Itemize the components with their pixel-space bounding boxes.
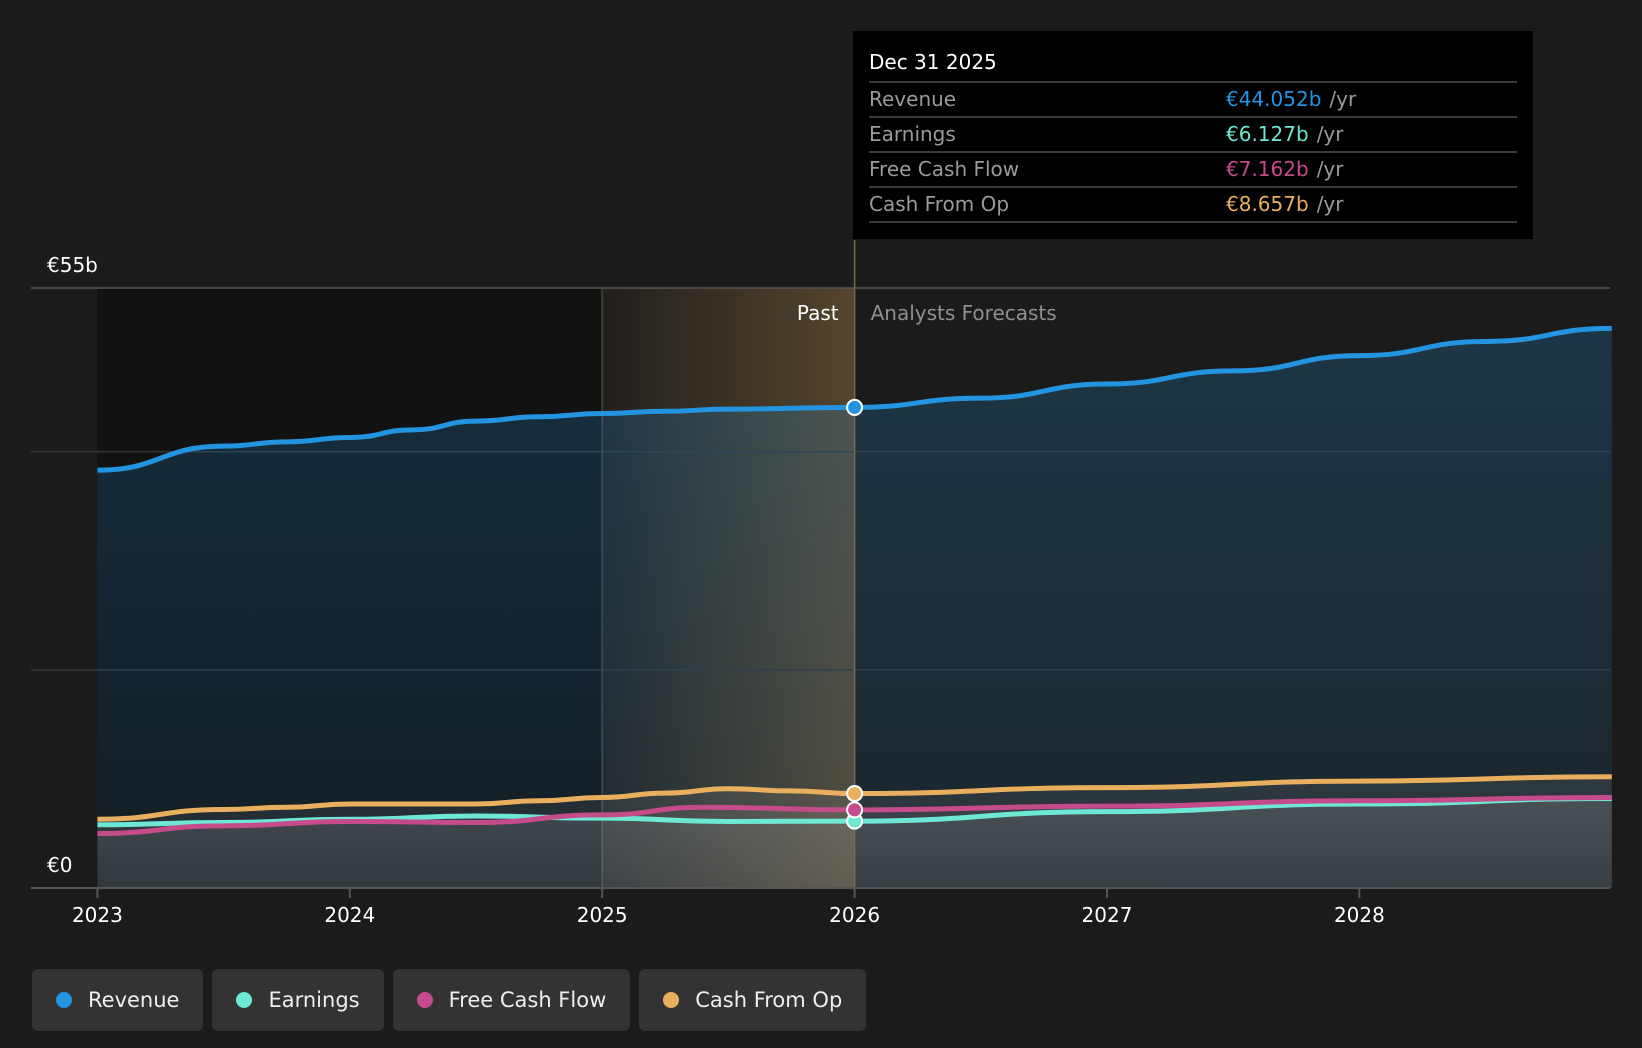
tooltip-row-free-cash-flow: Free Cash Flow €7.162b/yr (869, 153, 1517, 188)
legend-item-free-cash-flow[interactable]: Free Cash Flow (392, 969, 631, 1031)
tooltip-row-earnings: Earnings €6.127b/yr (869, 118, 1517, 153)
legend-label: Revenue (88, 988, 180, 1012)
legend-item-cash-from-op[interactable]: Cash From Op (639, 969, 867, 1031)
tooltip-unit: /yr (1329, 87, 1357, 111)
tooltip-row-revenue: Revenue €44.052b/yr (869, 83, 1517, 118)
legend-dot-icon (416, 992, 433, 1008)
legend-dot-icon (663, 992, 680, 1008)
legend-item-revenue[interactable]: Revenue (32, 969, 204, 1031)
tooltip: Dec 31 2025 Revenue €44.052b/yr Earnings… (853, 31, 1533, 239)
x-tick-label: 2028 (1334, 903, 1385, 927)
legend-label: Free Cash Flow (448, 988, 607, 1012)
marker-free-cash-flow (846, 801, 864, 819)
line-free-cash-flow (97, 794, 1612, 836)
tooltip-unit: /yr (1316, 122, 1344, 146)
x-tick-label: 2023 (72, 903, 123, 927)
tooltip-unit: /yr (1316, 192, 1344, 216)
y-tick-label: €0 (47, 853, 72, 877)
forecast-label: Analysts Forecasts (871, 301, 1057, 325)
line-cash-from-op (97, 774, 1612, 822)
tooltip-row-cash-from-op: Cash From Op €8.657b/yr (869, 188, 1517, 223)
legend-dot-icon (56, 992, 72, 1008)
marker-cash-from-op (846, 785, 864, 803)
tooltip-date: Dec 31 2025 (869, 49, 1517, 83)
tooltip-label: Revenue (869, 87, 957, 111)
tooltip-label: Cash From Op (869, 192, 1010, 216)
x-tick-label: 2026 (829, 903, 880, 927)
x-tick-label: 2025 (577, 903, 628, 927)
x-tick-label: 2024 (324, 903, 375, 927)
tooltip-value: €7.162b (1226, 157, 1309, 181)
tooltip-label: Free Cash Flow (869, 157, 1020, 181)
legend-dot-icon (236, 992, 253, 1008)
marker-revenue (846, 398, 864, 416)
past-label: Past (797, 301, 839, 325)
tooltip-value: €8.657b (1226, 192, 1309, 216)
legend-label: Earnings (268, 988, 360, 1012)
tooltip-unit: /yr (1316, 157, 1344, 181)
x-tick-label: 2027 (1082, 903, 1133, 927)
legend-item-earnings[interactable]: Earnings (212, 969, 384, 1031)
legend-label: Cash From Op (695, 988, 843, 1012)
tooltip-value: €6.127b (1226, 122, 1309, 146)
tooltip-label: Earnings (869, 122, 956, 146)
tooltip-value: €44.052b (1226, 87, 1322, 111)
legend: Revenue Earnings Free Cash Flow Cash Fro… (32, 969, 867, 1031)
y-tick-label: €55b (47, 253, 98, 277)
line-revenue (97, 325, 1612, 473)
